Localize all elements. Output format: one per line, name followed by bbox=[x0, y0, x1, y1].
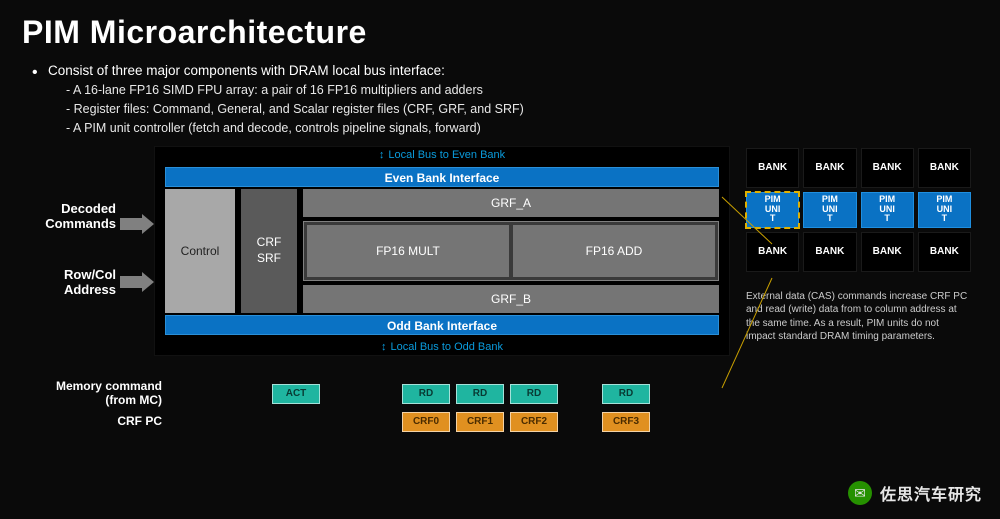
wechat-icon: ✉ bbox=[848, 481, 872, 505]
fp16-mult-block: FP16 MULT bbox=[307, 225, 509, 277]
arrow-decoded-icon bbox=[120, 214, 154, 234]
timeline-row-crfpc: CRF PC CRF0 CRF1 CRF2 CRF3 bbox=[32, 410, 732, 434]
timeline-row-memcmd: Memory command (from MC) ACT RD RD RD RD bbox=[32, 382, 732, 406]
timeline-label-memcmd: Memory command (from MC) bbox=[32, 380, 182, 406]
bullet-sub-2: - Register files: Command, General, and … bbox=[66, 100, 978, 119]
core-row: Control CRF SRF GRF_A FP16 MULT FP16 ADD… bbox=[165, 189, 719, 313]
pim-diagram: Decoded Commands Row/Col Address ↕Local … bbox=[22, 146, 732, 366]
timeline-box-rd: RD bbox=[510, 384, 558, 404]
input-labels: Decoded Commands Row/Col Address bbox=[6, 201, 116, 297]
even-bank-interface: Even Bank Interface bbox=[165, 167, 719, 187]
updown-arrows-icon: ↕ bbox=[379, 149, 385, 161]
right-column: BANKBANKBANKBANKPIMUNITPIMUNITPIMUNITPIM… bbox=[746, 146, 971, 438]
bullet-sub-3: - A PIM unit controller (fetch and decod… bbox=[66, 119, 978, 138]
timeline-box-crf1: CRF1 bbox=[456, 412, 504, 432]
bank-cell: BANK bbox=[803, 232, 856, 272]
pim-unit-cell: PIMUNIT bbox=[861, 192, 914, 228]
fp16-add-block: FP16 ADD bbox=[513, 225, 715, 277]
timeline-box-rd: RD bbox=[602, 384, 650, 404]
bank-cell: BANK bbox=[746, 148, 799, 188]
pim-unit-box: ↕Local Bus to Even Bank Even Bank Interf… bbox=[154, 146, 730, 356]
pim-unit-cell: PIMUNIT bbox=[803, 192, 856, 228]
bank-cell: BANK bbox=[803, 148, 856, 188]
timeline-box-rd: RD bbox=[402, 384, 450, 404]
updown-arrows-icon: ↕ bbox=[381, 341, 387, 353]
arrow-rowcol-icon bbox=[120, 272, 154, 292]
timeline-track-crfpc: CRF0 CRF1 CRF2 CRF3 bbox=[182, 412, 732, 432]
bank-grid: BANKBANKBANKBANKPIMUNITPIMUNITPIMUNITPIM… bbox=[746, 148, 971, 272]
grf-a-block: GRF_A bbox=[303, 189, 719, 217]
bank-cell: BANK bbox=[918, 148, 971, 188]
crf-srf-block: CRF SRF bbox=[241, 189, 297, 313]
timeline-box-crf3: CRF3 bbox=[602, 412, 650, 432]
timeline-box-rd: RD bbox=[456, 384, 504, 404]
bullet-sub-1: - A 16-lane FP16 SIMD FPU array: a pair … bbox=[66, 81, 978, 100]
control-block: Control bbox=[165, 189, 235, 313]
bank-cell: BANK bbox=[918, 232, 971, 272]
timeline-box-act: ACT bbox=[272, 384, 320, 404]
bank-cell: BANK bbox=[861, 232, 914, 272]
timeline-box-crf2: CRF2 bbox=[510, 412, 558, 432]
row-col-address-label: Row/Col Address bbox=[6, 267, 116, 297]
watermark: ✉ 佐思汽车研究 bbox=[848, 481, 982, 505]
side-note-text: External data (CAS) commands increase CR… bbox=[746, 290, 971, 344]
timeline-label-crfpc: CRF PC bbox=[32, 415, 182, 428]
odd-bank-interface: Odd Bank Interface bbox=[165, 315, 719, 335]
timeline-box-crf0: CRF0 bbox=[402, 412, 450, 432]
pim-unit-cell: PIMUNIT bbox=[746, 192, 799, 228]
local-bus-even-label: ↕Local Bus to Even Bank bbox=[155, 149, 729, 161]
slide-title: PIM Microarchitecture bbox=[22, 14, 978, 51]
bullet-main: Consist of three major components with D… bbox=[32, 61, 978, 81]
bullet-list: Consist of three major components with D… bbox=[32, 61, 978, 138]
timeline-diagram: Memory command (from MC) ACT RD RD RD RD CRF… bbox=[32, 382, 732, 434]
fpu-row: FP16 MULT FP16 ADD bbox=[303, 221, 719, 281]
watermark-text: 佐思汽车研究 bbox=[880, 481, 982, 505]
content-row: Decoded Commands Row/Col Address ↕Local … bbox=[22, 146, 978, 438]
bank-cell: BANK bbox=[861, 148, 914, 188]
bank-cell: BANK bbox=[746, 232, 799, 272]
local-bus-odd-label: ↕Local Bus to Odd Bank bbox=[155, 341, 729, 353]
fpu-regfile-stack: GRF_A FP16 MULT FP16 ADD GRF_B bbox=[303, 189, 719, 313]
slide-root: PIM Microarchitecture Consist of three m… bbox=[0, 0, 1000, 519]
left-column: Decoded Commands Row/Col Address ↕Local … bbox=[22, 146, 732, 438]
decoded-commands-label: Decoded Commands bbox=[6, 201, 116, 231]
pim-unit-cell: PIMUNIT bbox=[918, 192, 971, 228]
timeline-track-memcmd: ACT RD RD RD RD bbox=[182, 384, 732, 404]
grf-b-block: GRF_B bbox=[303, 285, 719, 313]
